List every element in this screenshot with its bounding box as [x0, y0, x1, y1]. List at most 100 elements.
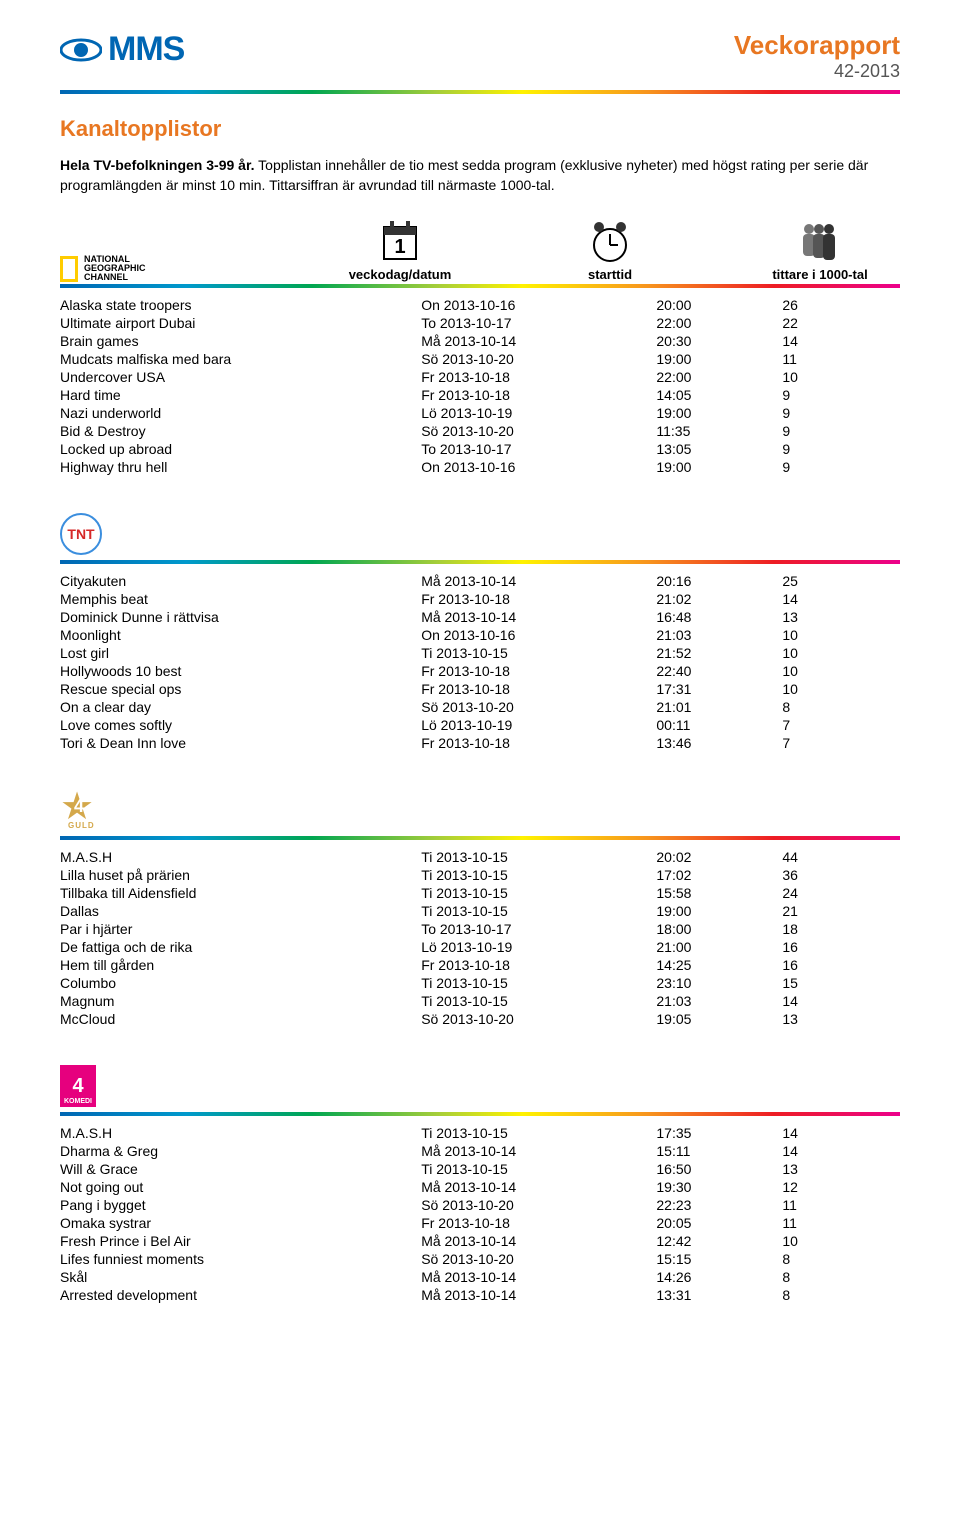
program-date: Ti 2013-10-15: [421, 1160, 656, 1178]
program-date: To 2013-10-17: [421, 314, 656, 332]
program-date: Fr 2013-10-18: [421, 368, 656, 386]
program-time: 20:30: [656, 332, 782, 350]
program-date: Må 2013-10-14: [421, 608, 656, 626]
section-title: Kanaltopplistor: [60, 116, 900, 142]
table-row: Rescue special opsFr 2013-10-1817:3110: [60, 680, 900, 698]
program-time: 22:00: [656, 368, 782, 386]
legend-row: NATIONALGEOGRAPHICCHANNEL 1 veckodag/dat…: [60, 217, 900, 282]
program-date: Ti 2013-10-15: [421, 974, 656, 992]
eye-icon: [60, 36, 102, 64]
program-name: Bid & Destroy: [60, 422, 421, 440]
program-table: M.A.S.HTi 2013-10-1517:3514Dharma & Greg…: [60, 1124, 900, 1304]
mms-logo: MMS: [60, 30, 184, 69]
table-row: CityakutenMå 2013-10-1420:1625: [60, 572, 900, 590]
program-time: 19:00: [656, 458, 782, 476]
program-time: 21:03: [656, 992, 782, 1010]
program-name: Par i hjärter: [60, 920, 421, 938]
program-date: Ti 2013-10-15: [421, 1124, 656, 1142]
program-viewers: 14: [782, 332, 900, 350]
program-date: Sö 2013-10-20: [421, 698, 656, 716]
program-name: Dharma & Greg: [60, 1142, 421, 1160]
program-viewers: 10: [782, 644, 900, 662]
program-viewers: 10: [782, 680, 900, 698]
program-date: Fr 2013-10-18: [421, 1214, 656, 1232]
program-time: 17:35: [656, 1124, 782, 1142]
program-date: Fr 2013-10-18: [421, 386, 656, 404]
program-time: 20:05: [656, 1214, 782, 1232]
program-time: 14:26: [656, 1268, 782, 1286]
program-time: 22:23: [656, 1196, 782, 1214]
program-date: On 2013-10-16: [421, 458, 656, 476]
program-time: 14:05: [656, 386, 782, 404]
report-title: Veckorapport: [734, 30, 900, 61]
program-date: Fr 2013-10-18: [421, 734, 656, 752]
program-viewers: 44: [782, 848, 900, 866]
program-viewers: 14: [782, 590, 900, 608]
program-viewers: 12: [782, 1178, 900, 1196]
program-viewers: 14: [782, 1124, 900, 1142]
program-date: Må 2013-10-14: [421, 332, 656, 350]
program-time: 16:50: [656, 1160, 782, 1178]
komedi-logo-icon: 4 KOMEDI: [60, 1065, 96, 1107]
program-date: Sö 2013-10-20: [421, 1010, 656, 1028]
program-date: Fr 2013-10-18: [421, 680, 656, 698]
table-row: Hollywoods 10 bestFr 2013-10-1822:4010: [60, 662, 900, 680]
program-viewers: 13: [782, 608, 900, 626]
table-row: Lost girlTi 2013-10-1521:5210: [60, 644, 900, 662]
program-date: Må 2013-10-14: [421, 1232, 656, 1250]
program-date: Må 2013-10-14: [421, 1178, 656, 1196]
program-date: Må 2013-10-14: [421, 572, 656, 590]
table-row: Locked up abroadTo 2013-10-1713:059: [60, 440, 900, 458]
table-row: Lilla huset på prärienTi 2013-10-1517:02…: [60, 866, 900, 884]
program-date: On 2013-10-16: [421, 626, 656, 644]
program-name: Ultimate airport Dubai: [60, 314, 421, 332]
program-name: Hard time: [60, 386, 421, 404]
program-viewers: 10: [782, 1232, 900, 1250]
tnt-logo-icon: TNT: [60, 513, 102, 555]
table-row: Dharma & GregMå 2013-10-1415:1114: [60, 1142, 900, 1160]
program-name: Lifes funniest moments: [60, 1250, 421, 1268]
table-row: M.A.S.HTi 2013-10-1517:3514: [60, 1124, 900, 1142]
program-time: 20:16: [656, 572, 782, 590]
program-name: Love comes softly: [60, 716, 421, 734]
program-date: To 2013-10-17: [421, 440, 656, 458]
program-date: Ti 2013-10-15: [421, 884, 656, 902]
program-viewers: 22: [782, 314, 900, 332]
table-row: Mudcats malfiska med baraSö 2013-10-2019…: [60, 350, 900, 368]
table-row: Bid & DestroySö 2013-10-2011:359: [60, 422, 900, 440]
program-time: 20:02: [656, 848, 782, 866]
program-time: 17:31: [656, 680, 782, 698]
program-name: M.A.S.H: [60, 1124, 421, 1142]
program-date: Ti 2013-10-15: [421, 866, 656, 884]
program-viewers: 13: [782, 1010, 900, 1028]
program-date: Ti 2013-10-15: [421, 848, 656, 866]
program-time: 12:42: [656, 1232, 782, 1250]
legend-viewers: tittare i 1000-tal: [760, 217, 880, 282]
channel-logo-ngc: NATIONALGEOGRAPHICCHANNEL: [60, 255, 200, 282]
ngc-frame-icon: [60, 256, 78, 282]
program-time: 22:00: [656, 314, 782, 332]
table-row: Hard timeFr 2013-10-1814:059: [60, 386, 900, 404]
program-viewers: 24: [782, 884, 900, 902]
clock-icon: [587, 219, 633, 263]
table-row: ColumboTi 2013-10-1523:1015: [60, 974, 900, 992]
program-name: Hollywoods 10 best: [60, 662, 421, 680]
program-viewers: 26: [782, 296, 900, 314]
program-time: 21:03: [656, 626, 782, 644]
program-date: Ti 2013-10-15: [421, 902, 656, 920]
program-time: 17:02: [656, 866, 782, 884]
program-time: 13:31: [656, 1286, 782, 1304]
program-date: Må 2013-10-14: [421, 1286, 656, 1304]
program-name: M.A.S.H: [60, 848, 421, 866]
table-row: DallasTi 2013-10-1519:0021: [60, 902, 900, 920]
program-date: Sö 2013-10-20: [421, 422, 656, 440]
program-name: Not going out: [60, 1178, 421, 1196]
report-week: 42-2013: [734, 61, 900, 82]
table-row: Alaska state troopersOn 2013-10-1620:002…: [60, 296, 900, 314]
table-row: Tillbaka till AidensfieldTi 2013-10-1515…: [60, 884, 900, 902]
program-name: Lilla huset på prärien: [60, 866, 421, 884]
program-viewers: 9: [782, 440, 900, 458]
program-time: 19:00: [656, 902, 782, 920]
program-time: 22:40: [656, 662, 782, 680]
program-viewers: 16: [782, 956, 900, 974]
